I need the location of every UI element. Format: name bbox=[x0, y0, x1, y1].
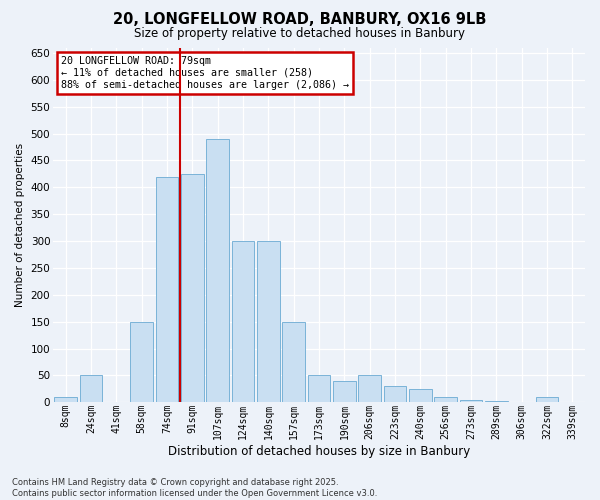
Bar bbox=[257, 241, 280, 402]
Bar bbox=[181, 174, 204, 402]
Bar bbox=[409, 389, 432, 402]
Bar bbox=[206, 139, 229, 402]
Bar bbox=[283, 322, 305, 402]
X-axis label: Distribution of detached houses by size in Banbury: Distribution of detached houses by size … bbox=[168, 444, 470, 458]
Bar bbox=[536, 397, 559, 402]
Text: 20 LONGFELLOW ROAD: 79sqm
← 11% of detached houses are smaller (258)
88% of semi: 20 LONGFELLOW ROAD: 79sqm ← 11% of detac… bbox=[61, 56, 349, 90]
Bar bbox=[308, 376, 331, 402]
Bar bbox=[383, 386, 406, 402]
Bar bbox=[130, 322, 153, 402]
Bar bbox=[485, 401, 508, 402]
Text: 20, LONGFELLOW ROAD, BANBURY, OX16 9LB: 20, LONGFELLOW ROAD, BANBURY, OX16 9LB bbox=[113, 12, 487, 28]
Bar bbox=[232, 241, 254, 402]
Text: Contains HM Land Registry data © Crown copyright and database right 2025.
Contai: Contains HM Land Registry data © Crown c… bbox=[12, 478, 377, 498]
Y-axis label: Number of detached properties: Number of detached properties bbox=[15, 143, 25, 307]
Bar bbox=[155, 176, 178, 402]
Bar bbox=[333, 381, 356, 402]
Bar bbox=[55, 397, 77, 402]
Bar bbox=[80, 376, 103, 402]
Bar bbox=[358, 376, 381, 402]
Bar bbox=[434, 397, 457, 402]
Text: Size of property relative to detached houses in Banbury: Size of property relative to detached ho… bbox=[134, 28, 466, 40]
Bar bbox=[460, 400, 482, 402]
